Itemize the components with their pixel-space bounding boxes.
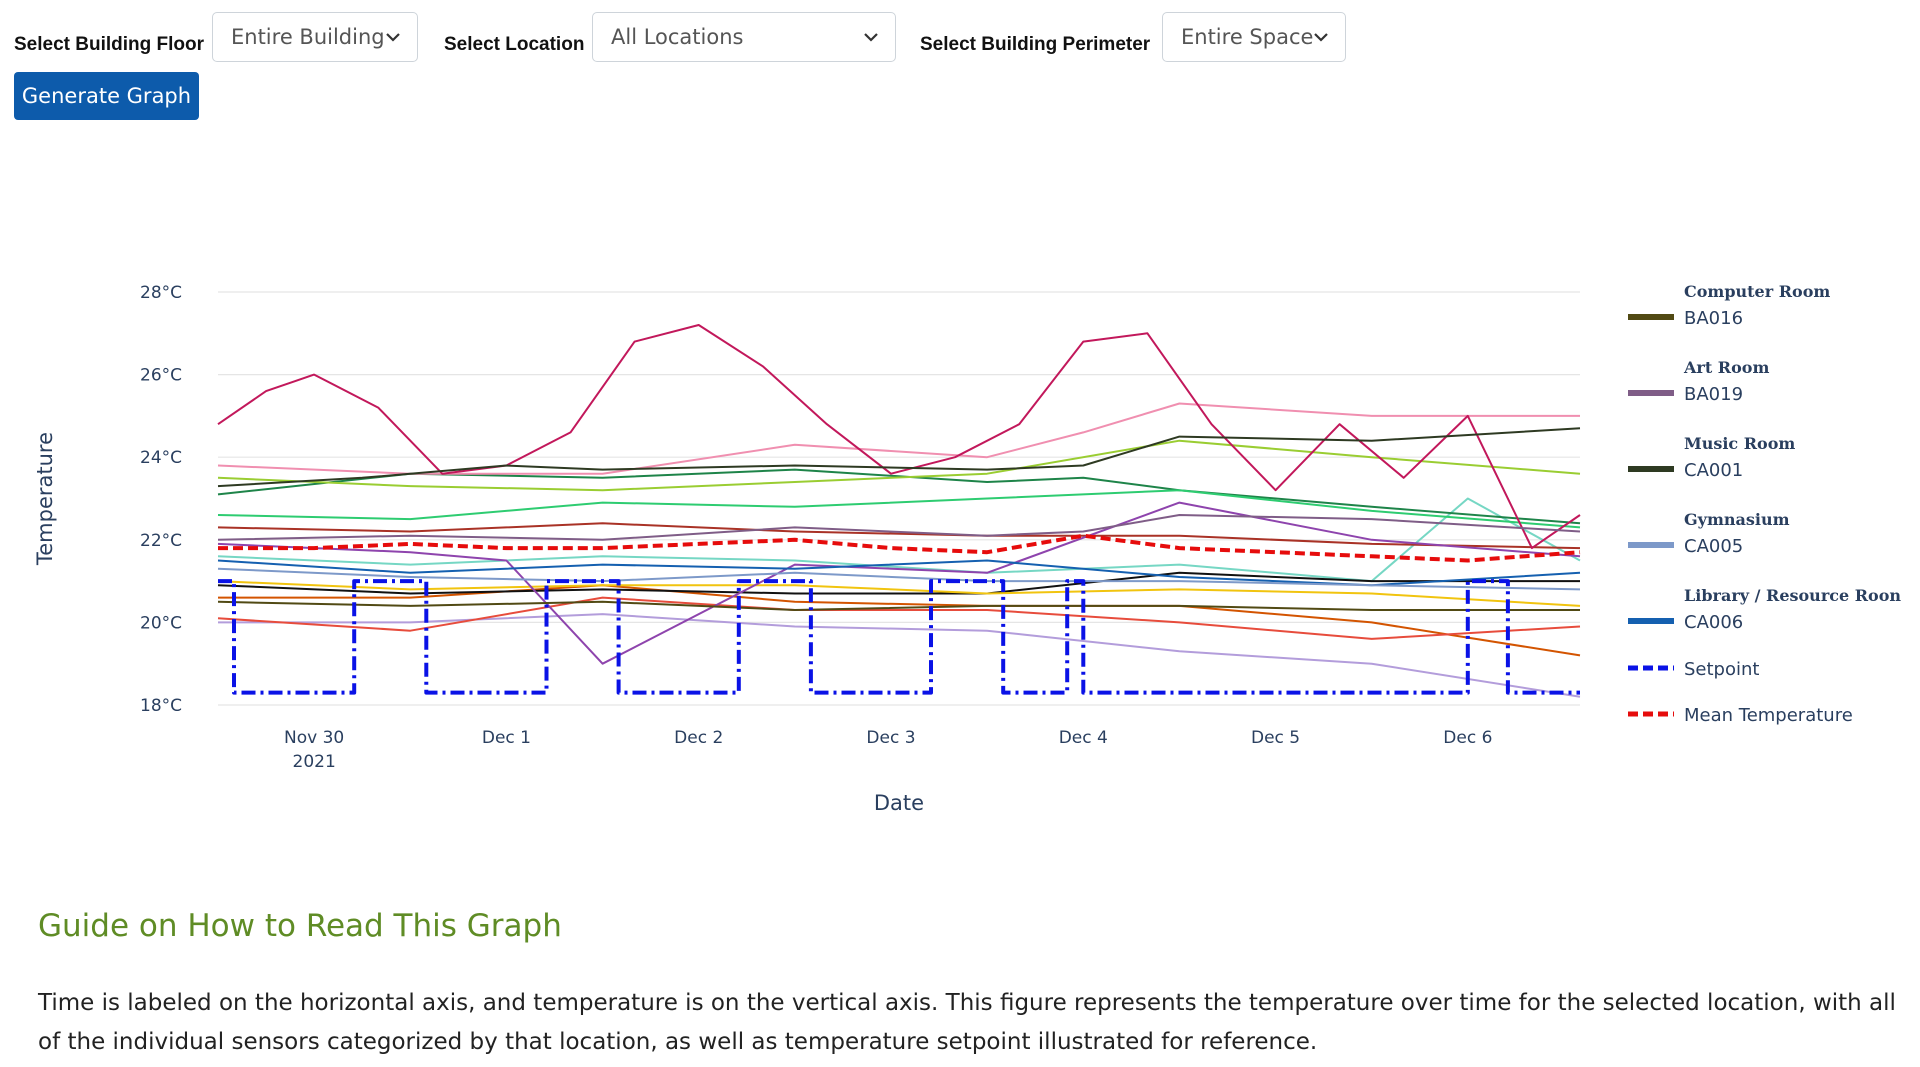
series-line bbox=[217, 468, 1581, 525]
legend-group-title: Art Room bbox=[1683, 358, 1769, 377]
x-axis-title: Date bbox=[874, 791, 924, 815]
legend-item-label[interactable]: Setpoint bbox=[1684, 659, 1759, 680]
grid-lines bbox=[218, 291, 1580, 706]
legend-item-label[interactable]: Mean Temperature bbox=[1684, 705, 1853, 726]
legend-group-title: Music Room bbox=[1684, 434, 1795, 453]
perimeter-select-value: Entire Space bbox=[1181, 25, 1314, 49]
guide-text: Time is labeled on the horizontal axis, … bbox=[38, 990, 1896, 1055]
filter-controls: Select Building Floor Entire Building Se… bbox=[14, 12, 1894, 72]
chevron-down-icon bbox=[1314, 33, 1328, 42]
legend-group-title: Library / Resource Roon bbox=[1684, 586, 1901, 605]
temperature-chart: 18°C 20°C 22°C 24°C 26°C 28°C Nov 30 2021 Dec 1… bbox=[33, 282, 1901, 815]
y-tick-label: 20°C bbox=[140, 613, 182, 633]
y-axis-ticks: 18°C 20°C 22°C 24°C 26°C 28°C bbox=[140, 283, 182, 716]
x-tick-label: Dec 4 bbox=[1059, 728, 1108, 748]
y-tick-label: 22°C bbox=[140, 531, 182, 551]
guide-title: Guide on How to Read This Graph bbox=[38, 908, 562, 944]
legend-item-label[interactable]: CA005 bbox=[1684, 536, 1743, 557]
chevron-down-icon bbox=[386, 33, 400, 42]
series-line bbox=[217, 580, 1581, 607]
x-tick-label: Nov 30 bbox=[284, 728, 344, 748]
x-tick-label: Dec 1 bbox=[482, 728, 531, 748]
x-tick-year: 2021 bbox=[293, 752, 336, 772]
floor-select-label: Select Building Floor bbox=[14, 34, 205, 55]
series-line bbox=[217, 596, 1581, 640]
floor-select-value: Entire Building bbox=[231, 25, 385, 49]
series-line bbox=[217, 427, 1581, 488]
series-line bbox=[217, 439, 1581, 492]
series-line bbox=[217, 567, 1581, 591]
series-line bbox=[217, 324, 1581, 550]
y-tick-label: 28°C bbox=[140, 283, 182, 303]
location-select-value: All Locations bbox=[611, 25, 744, 49]
y-tick-label: 18°C bbox=[140, 696, 182, 716]
x-axis-ticks: Nov 30 2021 Dec 1 Dec 2 Dec 3 Dec 4 Dec 5 Dec 6 bbox=[284, 728, 1492, 772]
series-line bbox=[217, 489, 1581, 529]
y-tick-label: 26°C bbox=[140, 366, 182, 386]
series-line bbox=[217, 514, 1581, 541]
series-line bbox=[218, 579, 1580, 695]
x-tick-label: Dec 3 bbox=[866, 728, 915, 748]
legend-item-label[interactable]: CA006 bbox=[1684, 612, 1743, 633]
series-lines bbox=[217, 324, 1581, 698]
legend-item-label[interactable]: CA001 bbox=[1684, 460, 1743, 481]
series-line bbox=[217, 501, 1581, 665]
series-line bbox=[218, 613, 1581, 698]
series-line bbox=[218, 584, 1581, 657]
chart-legend[interactable]: Computer Room BA016 Art Room BA019 Music Roo… bbox=[1628, 282, 1901, 726]
perimeter-select-label: Select Building Perimeter bbox=[920, 34, 1151, 55]
x-tick-label: Dec 5 bbox=[1251, 728, 1300, 748]
generate-graph-button[interactable]: Generate Graph bbox=[14, 72, 199, 120]
series-line bbox=[217, 522, 1581, 550]
y-tick-label: 24°C bbox=[140, 448, 182, 468]
x-tick-label: Dec 2 bbox=[674, 728, 723, 748]
perimeter-select[interactable]: Entire Space bbox=[1162, 12, 1346, 62]
series-line bbox=[217, 402, 1580, 475]
series-line bbox=[217, 600, 1580, 611]
chevron-down-icon bbox=[864, 33, 878, 42]
legend-item-label[interactable]: BA019 bbox=[1684, 384, 1743, 405]
floor-select[interactable]: Entire Building bbox=[212, 12, 418, 62]
y-axis-title: Temperature bbox=[33, 432, 57, 566]
location-select-label: Select Location bbox=[444, 34, 585, 55]
legend-group-title: Computer Room bbox=[1684, 282, 1830, 301]
legend-group-title: Gymnasium bbox=[1684, 510, 1790, 529]
series-line bbox=[217, 571, 1580, 595]
legend-item-label[interactable]: BA016 bbox=[1684, 308, 1743, 329]
location-select[interactable]: All Locations bbox=[592, 12, 896, 62]
x-tick-label: Dec 6 bbox=[1443, 728, 1492, 748]
